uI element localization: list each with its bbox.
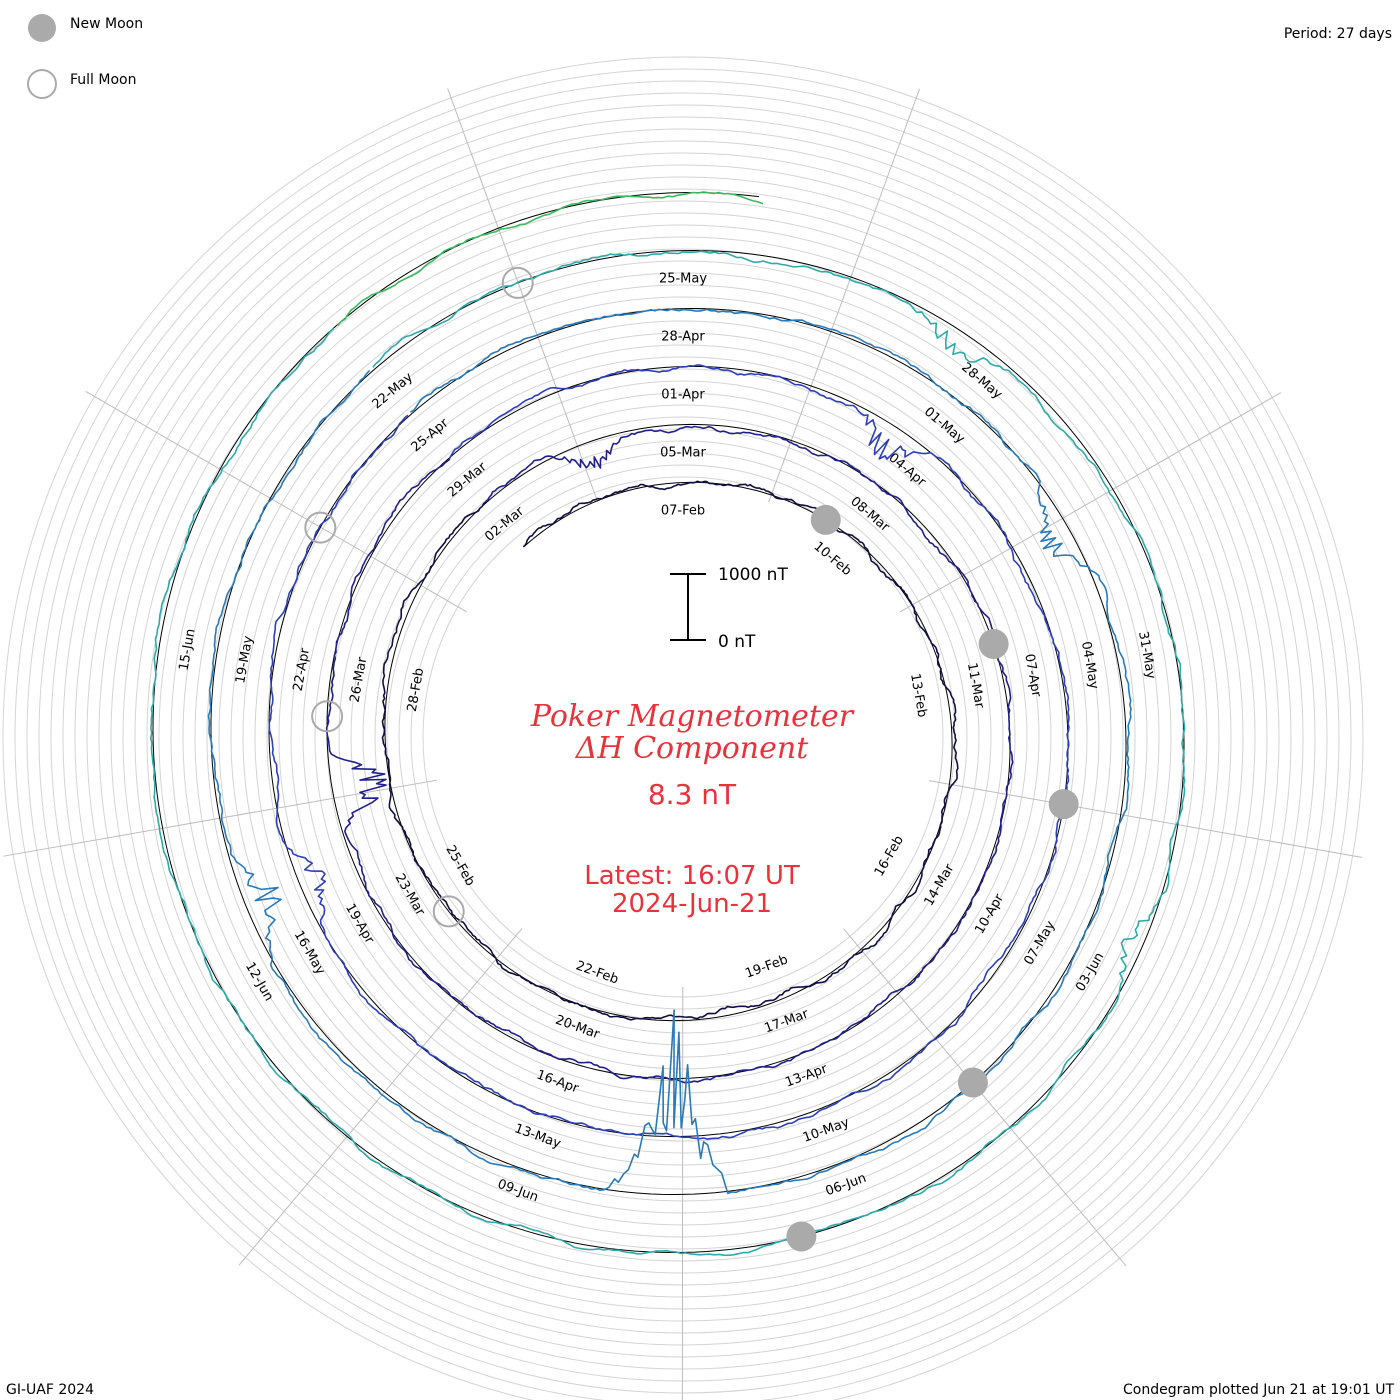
grid-ring bbox=[122, 176, 1244, 1298]
date-label: 13-Apr bbox=[783, 1061, 830, 1090]
grid-ring bbox=[50, 104, 1316, 1370]
date-label: 16-Apr bbox=[534, 1068, 581, 1097]
series-line-rev-5 bbox=[150, 250, 1186, 1257]
date-label: 19-May bbox=[233, 634, 256, 684]
full-moon-marker bbox=[432, 895, 465, 928]
full-moon-legend-icon bbox=[27, 69, 57, 99]
date-label: 26-Mar bbox=[348, 655, 371, 703]
grid-ring bbox=[62, 116, 1304, 1358]
grid-ring bbox=[110, 164, 1256, 1310]
date-label: 25-May bbox=[659, 272, 707, 287]
date-label: 10-Feb bbox=[811, 539, 855, 579]
date-label: 22-Feb bbox=[574, 958, 621, 987]
date-label: 07-Feb bbox=[661, 504, 705, 519]
series-line-rev-6 bbox=[337, 191, 764, 326]
date-label: 05-Mar bbox=[660, 446, 706, 461]
new-moon-marker bbox=[1048, 789, 1079, 820]
center-info: Poker Magnetometer ΔH Component 8.3 nT L… bbox=[530, 699, 855, 919]
date-label: 10-May bbox=[801, 1115, 852, 1146]
grid-ring bbox=[86, 140, 1280, 1334]
grid-ring bbox=[26, 80, 1340, 1394]
full-moon-marker bbox=[304, 511, 337, 544]
grid-spoke bbox=[447, 88, 599, 503]
date-label: 22-Apr bbox=[291, 646, 313, 692]
date-label: 15-Jun bbox=[176, 628, 198, 672]
grid-spoke bbox=[768, 88, 921, 503]
footer-plot-time: Condegram plotted Jun 21 at 19:01 UT bbox=[1123, 1382, 1394, 1398]
date-label: 08-Mar bbox=[847, 494, 892, 535]
grid-ring bbox=[146, 200, 1220, 1274]
new-moon-legend-icon bbox=[28, 14, 56, 42]
grid-ring bbox=[38, 92, 1328, 1382]
chart-title-line2: ΔH Component bbox=[575, 731, 809, 766]
new-moon-marker bbox=[957, 1067, 988, 1098]
full-moon-marker bbox=[501, 266, 534, 299]
new-moon-marker bbox=[786, 1221, 817, 1252]
data-series bbox=[150, 191, 1186, 1257]
footer-credit: GI-UAF 2024 bbox=[6, 1382, 94, 1398]
date-label: 31-May bbox=[1135, 630, 1158, 680]
latest-time: Latest: 16:07 UT bbox=[584, 861, 800, 891]
full-moon-legend-label: Full Moon bbox=[70, 72, 136, 88]
scale-bar: 1000 nT 0 nT bbox=[670, 565, 788, 652]
grid-spoke bbox=[929, 780, 1363, 858]
date-label: 07-Apr bbox=[1021, 653, 1043, 699]
scale-bar-top-label: 1000 nT bbox=[718, 565, 788, 585]
series-line-rev-1 bbox=[381, 480, 959, 1021]
chart-title-line1: Poker Magnetometer bbox=[530, 699, 855, 734]
current-value: 8.3 nT bbox=[648, 778, 737, 811]
date-label: 29-Mar bbox=[445, 459, 490, 500]
date-label: 13-May bbox=[512, 1121, 563, 1152]
grid-ring bbox=[14, 68, 1352, 1400]
date-label: 04-May bbox=[1078, 640, 1101, 690]
grid-ring bbox=[74, 128, 1292, 1346]
series-line-rev-3 bbox=[268, 364, 1070, 1140]
grid-spoke bbox=[843, 928, 1127, 1267]
grid-ring bbox=[98, 152, 1268, 1322]
moon-markers bbox=[304, 266, 1079, 1252]
series-line-rev-2 bbox=[325, 425, 1014, 1084]
scale-bar-bottom-label: 0 nT bbox=[718, 632, 756, 652]
grid-ring bbox=[2, 56, 1364, 1400]
date-label: 09-Jun bbox=[495, 1177, 540, 1206]
full-moon-marker bbox=[311, 700, 344, 733]
date-label: 01-Apr bbox=[661, 388, 705, 403]
date-label: 20-Mar bbox=[553, 1013, 602, 1043]
new-moon-marker bbox=[810, 504, 841, 535]
date-label: 28-Feb bbox=[405, 667, 427, 713]
period-label: Period: 27 days bbox=[1284, 26, 1392, 42]
grid-spoke bbox=[85, 391, 467, 613]
date-label: 16-Feb bbox=[872, 833, 907, 879]
latest-date: 2024-Jun-21 bbox=[612, 889, 772, 919]
new-moon-legend-label: New Moon bbox=[70, 16, 143, 32]
date-label: 06-Jun bbox=[824, 1171, 869, 1200]
date-label: 02-Mar bbox=[482, 504, 527, 545]
date-label: 17-Mar bbox=[762, 1006, 811, 1036]
grid-ring bbox=[134, 188, 1232, 1286]
date-label: 28-Apr bbox=[661, 330, 705, 345]
date-label: 13-Feb bbox=[907, 672, 929, 718]
new-moon-marker bbox=[978, 629, 1009, 660]
date-label: 25-Feb bbox=[442, 843, 477, 889]
grid-spoke bbox=[238, 928, 523, 1266]
date-label: 14-Mar bbox=[922, 861, 958, 909]
legend: New Moon Full Moon bbox=[27, 14, 143, 99]
